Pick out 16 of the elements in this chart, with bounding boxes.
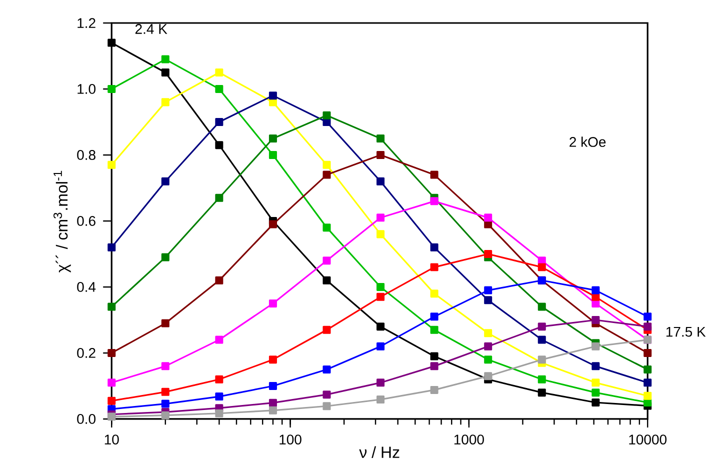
y-tick-label: 1.0 (78, 84, 96, 94)
x-tick-label: 10000 (629, 434, 667, 444)
y-tick-label: 0.6 (77, 216, 96, 226)
x-axis-title: ν / Hz (359, 446, 400, 458)
text: 17.5 K (666, 326, 706, 337)
annotation: 2.4 K (135, 24, 168, 34)
x-tick-label: 10 (104, 434, 119, 444)
x-tick-label: 1000 (454, 434, 484, 444)
y-tick-label: 1.2 (78, 18, 96, 28)
x-tick-label: 100 (280, 434, 302, 444)
y-tick-label: 0.4 (77, 282, 96, 292)
y-axis-title: χ´´ / cm$^{3}$.mol$^{-1}$ (53, 170, 71, 272)
annotation: 2 kOe (570, 136, 606, 147)
y-tick-label: 0.8 (77, 150, 96, 160)
y-tick-label: 0.2 (77, 348, 96, 358)
y-tick-label: 0.0 (77, 414, 96, 424)
